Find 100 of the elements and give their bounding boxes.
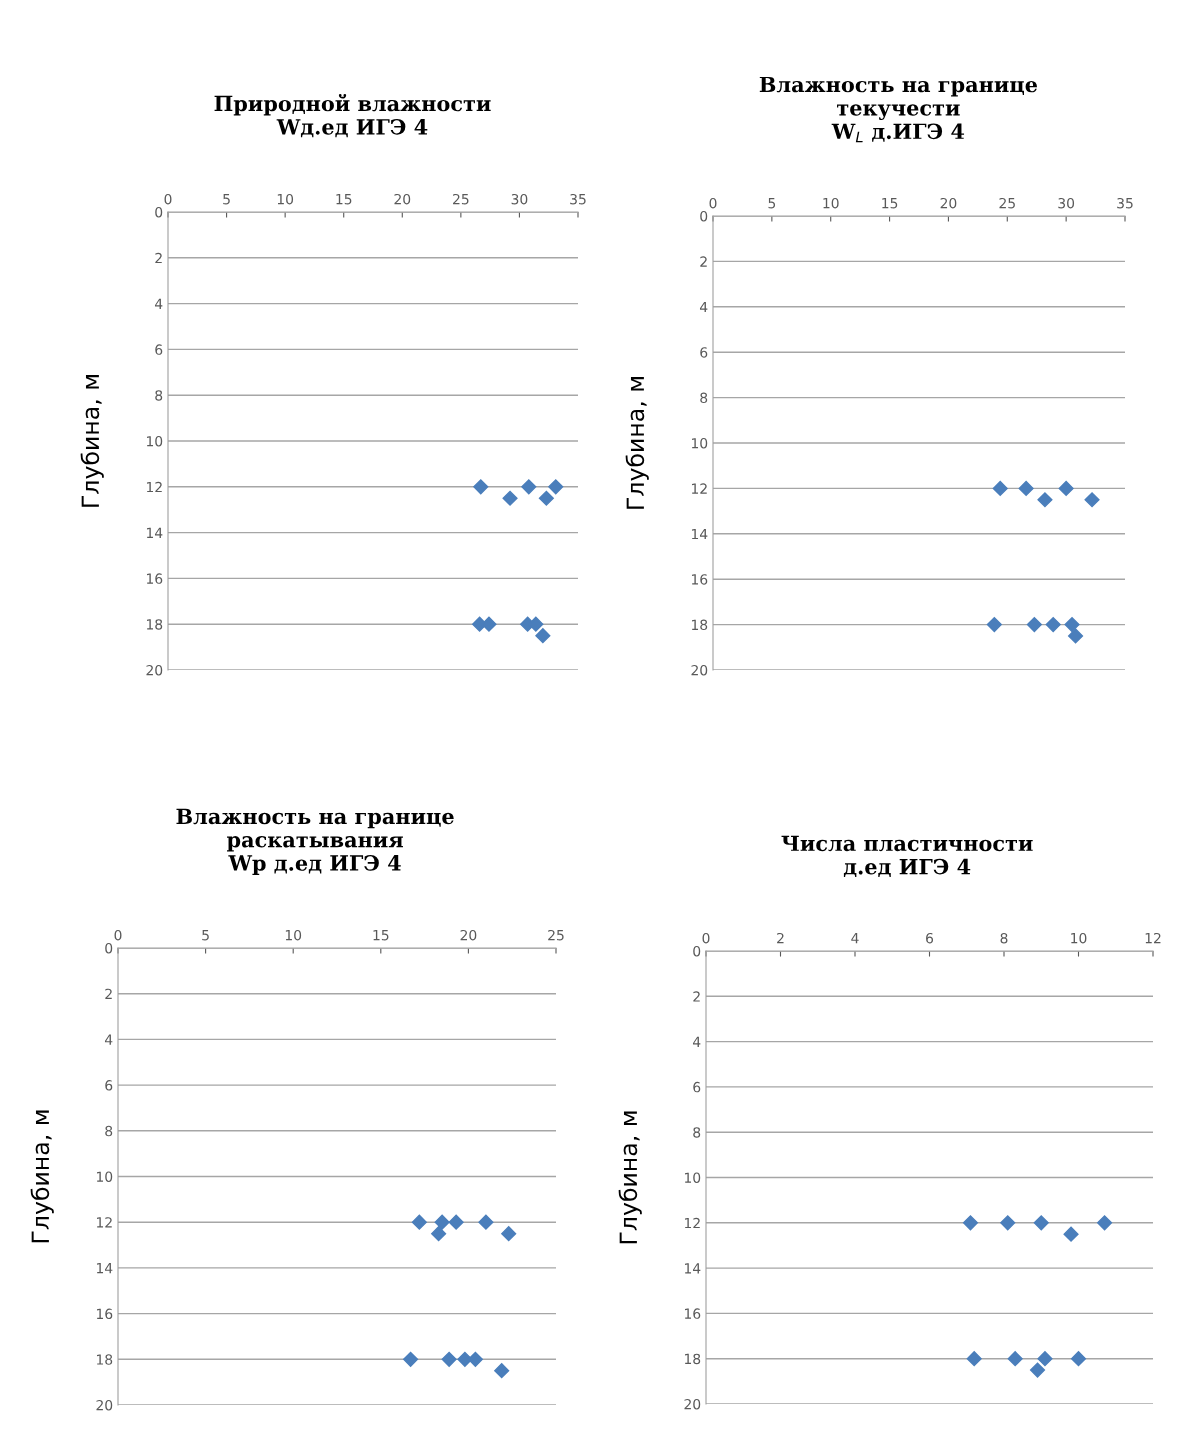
point [1000,1215,1016,1231]
x-tick-label: 15 [373,930,389,941]
point [434,1214,450,1230]
x-tick-label: 10 [1071,932,1087,944]
y-tick-label: 20 [96,1399,113,1411]
x-tick-label: 25 [453,193,469,205]
y-tick-label: 18 [691,619,708,631]
point [502,490,518,506]
point [1037,492,1053,508]
y-tick-label: 2 [693,991,700,1002]
y-tick-label: 12 [146,481,162,493]
x-tick-label: 10 [277,193,294,205]
point [1058,480,1074,496]
x-tick-label: 20 [460,929,477,941]
y-tick-label: 0 [105,942,113,954]
x-tick-label: 6 [926,932,934,944]
y-axis-title: Глубина, м [30,1110,54,1243]
y-tick-label: 0 [155,206,163,218]
y-tick-label: 4 [104,1034,113,1045]
x-tick-label: 15 [336,194,352,205]
y-tick-label: 16 [684,1308,701,1319]
point [962,1215,979,1231]
x-tick-label: 25 [999,197,1015,209]
y-tick-label: 16 [96,1308,113,1320]
point [1063,1226,1079,1242]
x-tick-label: 30 [511,193,528,205]
x-tick-label: 2 [777,932,784,944]
point [1033,1215,1049,1231]
x-tick-label: 20 [394,193,411,205]
y-tick-label: 4 [699,301,708,313]
y-tick-label: 20 [146,664,163,676]
y-tick-label: 18 [146,619,163,630]
y-tick-label: 14 [684,1263,701,1274]
x-tick-label: 35 [570,193,586,205]
x-tick-label: 0 [164,193,172,205]
y-tick-label: 20 [684,1398,701,1410]
y-tick-label: 18 [684,1353,701,1365]
y-tick-label: 12 [691,483,707,494]
point [535,628,551,644]
y-axis-title: Глубина, м [80,375,104,507]
point [986,617,1002,633]
x-tick-label: 5 [202,930,209,941]
y-tick-label: 14 [146,527,163,538]
y-tick-label: 8 [105,1125,113,1137]
y-tick-label: 2 [105,988,112,999]
point [992,480,1008,496]
point [1007,1351,1023,1367]
x-tick-label: 0 [709,197,717,209]
y-tick-label: 10 [96,1171,113,1182]
y-tick-label: 16 [691,574,708,585]
point [538,490,554,506]
x-tick-label: 8 [1000,932,1008,944]
y-tick-label: 12 [96,1217,112,1228]
x-tick-label: 10 [823,197,839,209]
point [473,479,489,495]
x-tick-label: 0 [114,929,122,941]
x-tick-label: 5 [768,198,776,209]
y-tick-label: 6 [155,344,163,355]
x-tick-label: 10 [285,929,302,941]
y-tick-label: 14 [96,1263,113,1274]
x-tick-label: 20 [940,197,957,209]
point [448,1214,464,1230]
y-tick-label: 4 [154,298,163,309]
y-axis-title: Глубина, м [618,1111,642,1244]
point [548,479,564,495]
y-tick-label: 2 [155,252,162,264]
y-tick-label: 6 [700,347,708,358]
point [1067,628,1084,644]
y-tick-label: 8 [700,392,708,404]
y-tick-label: 6 [105,1080,113,1091]
y-tick-label: 10 [146,435,163,447]
chart-title: Числа пластичности д.ед ИГЭ 4 [781,835,1033,878]
point [521,479,537,495]
y-axis-title: Глубина, м [625,377,649,509]
point [411,1214,427,1230]
x-tick-label: 35 [1117,197,1133,209]
y-tick-label: 12 [684,1217,700,1229]
chart-title: Влажность на границе текучести W$_{L}$ д.ИГЭ 4 [759,76,1038,143]
point [478,1214,494,1230]
y-tick-label: 16 [146,573,163,584]
x-tick-label: 5 [223,194,230,205]
y-tick-label: 4 [692,1036,701,1047]
point [1045,617,1061,633]
point [1084,492,1100,508]
y-tick-label: 10 [684,1172,701,1183]
point [494,1363,510,1379]
y-tick-label: 20 [691,664,708,676]
y-tick-label: 10 [691,437,708,449]
chart-title: Природной влажности Wд.ед ИГЭ 4 [214,93,491,138]
y-tick-label: 0 [700,210,708,222]
point [1070,1351,1087,1367]
point [501,1226,517,1242]
y-tick-label: 2 [700,256,707,267]
point [1097,1215,1113,1231]
x-tick-label: 15 [882,198,898,209]
x-tick-label: 12 [1145,932,1161,944]
point [1029,1362,1046,1378]
point [1026,617,1042,633]
x-tick-label: 25 [548,929,564,941]
chart-title: Влажность на границе раскатывания Wp д.ед ИГЭ 4 [176,808,454,875]
